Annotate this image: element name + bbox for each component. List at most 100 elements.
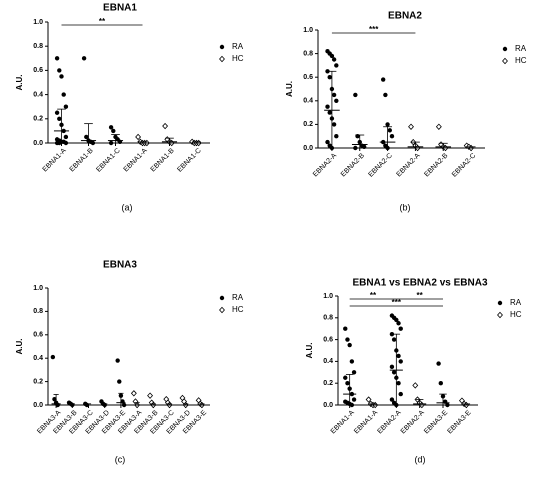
chart-title: EBNA2 xyxy=(388,11,422,22)
significance-label: ** xyxy=(99,17,106,26)
y-tick-label: 0.8 xyxy=(33,43,43,50)
data-point xyxy=(52,396,57,402)
data-point xyxy=(54,110,60,115)
data-point xyxy=(387,128,392,133)
y-tick-label: 0.2 xyxy=(323,380,333,387)
y-tick-label: 0.6 xyxy=(33,67,43,74)
data-point xyxy=(345,381,350,386)
data-point xyxy=(63,104,69,109)
x-tick-label: EBNA3-E xyxy=(446,409,472,435)
data-point xyxy=(438,381,443,386)
legend-label: RA xyxy=(515,44,527,53)
data-point xyxy=(396,353,401,359)
data-point xyxy=(391,370,397,375)
data-point xyxy=(84,134,89,140)
panel-label: (d) xyxy=(415,454,426,464)
panel-label: (b) xyxy=(400,202,411,212)
data-point xyxy=(57,68,62,73)
x-tick-label: EBNA2-B xyxy=(340,152,366,178)
chart-title: EBNA3 xyxy=(103,260,137,271)
panel-label: (a) xyxy=(122,202,133,212)
data-point xyxy=(398,359,403,364)
data-point xyxy=(334,98,339,104)
data-point xyxy=(331,122,337,127)
data-point xyxy=(391,337,397,342)
y-tick-label: 0.8 xyxy=(33,308,43,315)
legend-label: RA xyxy=(510,298,522,307)
x-tick-label: EBNA1-A xyxy=(330,409,356,435)
legend-marker xyxy=(502,57,508,65)
x-tick-label: EBNA1-C xyxy=(176,147,202,173)
y-tick-label: 0.8 xyxy=(303,50,313,57)
data-point xyxy=(117,379,122,384)
data-point xyxy=(347,342,352,348)
y-tick-label: 0.6 xyxy=(323,336,333,343)
x-tick-label: EBNA1-B xyxy=(69,147,95,173)
y-tick-label: 0.8 xyxy=(323,315,333,322)
data-point xyxy=(147,392,154,399)
legend-label: RA xyxy=(232,42,244,51)
data-point xyxy=(412,382,419,389)
y-tick-label: 0.2 xyxy=(33,116,43,123)
data-point xyxy=(135,133,142,141)
data-point xyxy=(389,364,395,370)
data-point xyxy=(343,375,348,380)
data-point xyxy=(396,321,401,326)
data-point xyxy=(389,397,395,402)
x-tick-label: EBNA2-B xyxy=(423,152,449,178)
legend-label: HC xyxy=(515,56,527,65)
legend-marker xyxy=(497,300,503,306)
x-tick-label: EBNA2-A xyxy=(376,409,402,435)
data-point xyxy=(331,57,337,62)
data-point xyxy=(334,63,339,68)
y-tick-label: 1.0 xyxy=(303,27,313,34)
y-tick-label: 0.2 xyxy=(33,378,43,385)
y-tick-label: 1.0 xyxy=(323,293,333,300)
x-tick-label: EBNA2-C xyxy=(367,152,393,178)
legend-marker xyxy=(502,46,508,52)
data-point xyxy=(365,396,372,403)
x-tick-label: EBNA3-E xyxy=(423,409,449,435)
data-point xyxy=(383,92,388,98)
data-point xyxy=(331,92,337,98)
y-tick-label: 0.4 xyxy=(33,91,43,98)
data-point xyxy=(90,140,96,146)
y-tick-label: 0.0 xyxy=(303,145,313,152)
data-point xyxy=(57,116,62,122)
data-point xyxy=(61,92,66,97)
y-tick-label: 0.6 xyxy=(33,332,43,339)
data-point xyxy=(345,337,350,342)
x-tick-label: EBNA1-A xyxy=(123,147,149,173)
x-tick-label: EBNA2-C xyxy=(451,152,477,178)
y-tick-label: 1.0 xyxy=(33,285,43,292)
y-axis-label: A.U. xyxy=(285,81,294,97)
panel-label: (c) xyxy=(115,454,126,464)
data-point xyxy=(389,134,395,139)
data-point xyxy=(329,53,335,59)
data-point xyxy=(394,317,399,323)
data-point xyxy=(398,326,403,331)
data-point xyxy=(81,56,87,61)
data-point xyxy=(63,140,69,146)
data-point xyxy=(353,92,358,98)
x-tick-label: EBNA2-A xyxy=(312,152,338,178)
y-tick-label: 0.0 xyxy=(323,402,333,409)
legend-marker xyxy=(219,44,225,50)
data-point xyxy=(436,361,441,366)
y-axis-label: A.U. xyxy=(15,339,24,355)
legend-label: HC xyxy=(232,305,244,314)
significance-label: ** xyxy=(417,291,424,300)
significance-label: *** xyxy=(392,298,402,307)
y-axis-label: A.U. xyxy=(305,343,314,359)
data-point xyxy=(351,370,357,375)
legend-marker xyxy=(497,311,503,319)
data-point xyxy=(111,128,116,134)
legend-marker xyxy=(219,306,225,314)
y-tick-label: 0.0 xyxy=(33,140,43,147)
data-point xyxy=(54,56,60,61)
data-point xyxy=(63,134,69,140)
significance-label: ** xyxy=(370,291,377,300)
data-point xyxy=(385,122,390,127)
data-point xyxy=(435,123,442,130)
